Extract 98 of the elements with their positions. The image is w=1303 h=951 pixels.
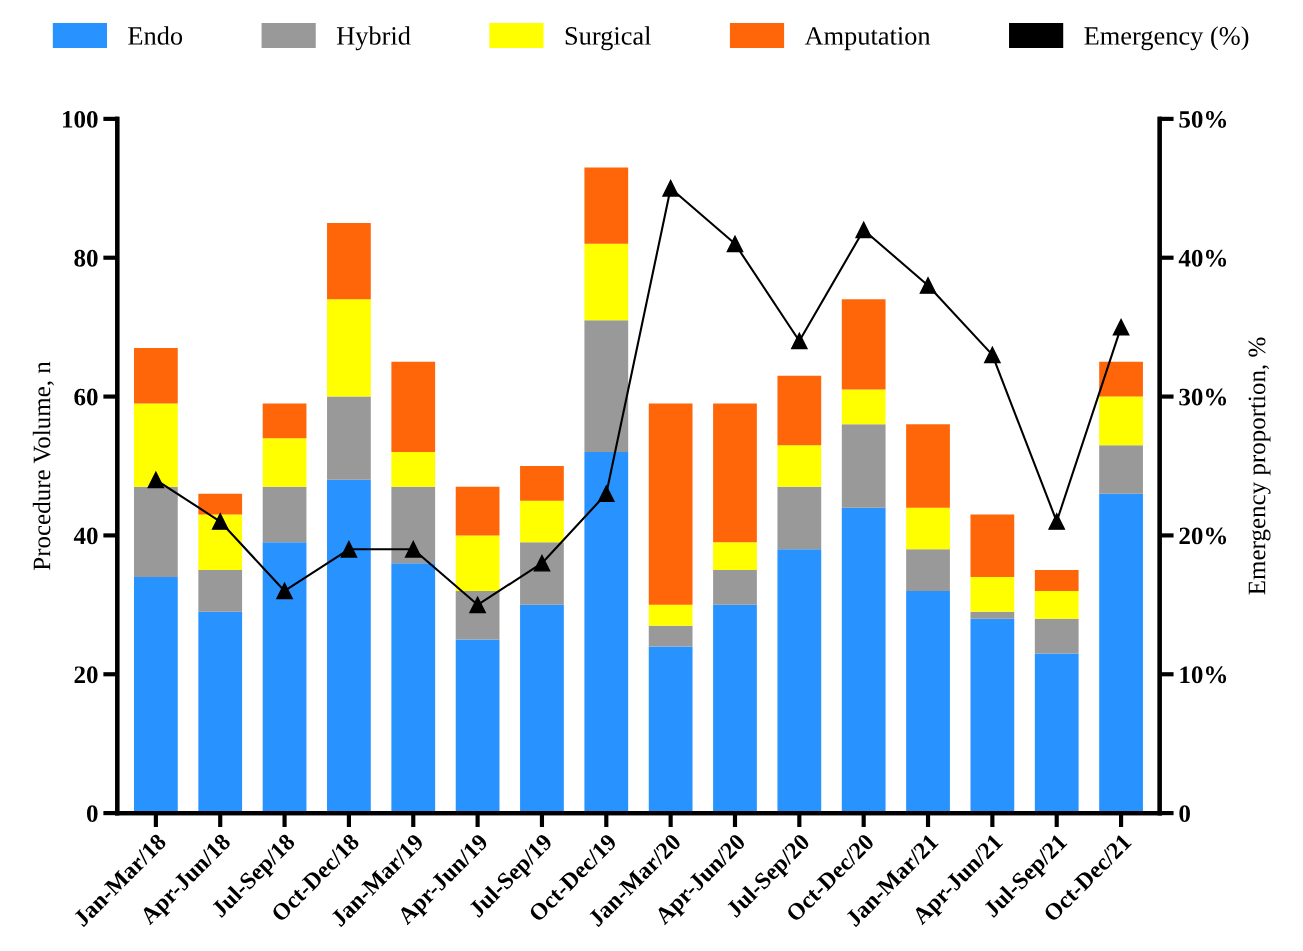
bar	[1034, 653, 1079, 814]
bar	[906, 590, 950, 814]
bar	[520, 465, 564, 501]
bar	[841, 389, 886, 425]
bar	[134, 403, 178, 487]
point	[919, 277, 937, 294]
y2-tick-label: 10%	[1180, 666, 1227, 684]
point	[404, 540, 422, 558]
point	[791, 332, 808, 350]
bar	[1034, 618, 1079, 654]
legend-label: Endo	[128, 26, 183, 45]
bar	[198, 570, 243, 612]
y-tick-label: 100	[63, 110, 98, 128]
point	[1112, 318, 1130, 336]
point	[533, 554, 551, 572]
bar	[1099, 361, 1143, 397]
bar	[841, 424, 886, 508]
legend-label: Surgical	[565, 26, 651, 51]
y2-tick-label: 50%	[1179, 110, 1227, 128]
point	[855, 221, 873, 239]
bar	[1099, 445, 1143, 494]
bar	[1099, 493, 1143, 814]
point	[276, 582, 293, 600]
bar	[584, 320, 629, 453]
point	[984, 346, 1001, 364]
bar	[134, 486, 178, 578]
bar	[520, 542, 564, 605]
bar	[777, 375, 822, 446]
point	[597, 485, 615, 503]
bar	[906, 549, 950, 591]
bar	[648, 625, 693, 647]
y2-tick-label: 40%	[1178, 249, 1227, 267]
bar	[970, 514, 1015, 578]
bar	[262, 438, 307, 487]
bar	[391, 563, 436, 814]
y-tick-label: 40	[73, 527, 98, 545]
bar	[262, 403, 307, 439]
point	[1048, 513, 1066, 530]
y-tick-label: 80	[74, 249, 98, 267]
bar	[455, 486, 500, 536]
y-axis-title: Procedure Volume, n	[32, 361, 54, 571]
bar	[327, 299, 371, 397]
y-tick-label: 20	[74, 666, 98, 684]
bar	[584, 452, 629, 814]
bar	[1034, 590, 1079, 619]
bar	[841, 507, 886, 814]
bar	[134, 577, 178, 814]
bar	[584, 167, 629, 244]
bar	[584, 243, 629, 321]
bar	[455, 535, 500, 591]
point	[211, 513, 229, 530]
bar	[1099, 396, 1143, 446]
legend-label: Emergency (%)	[1084, 26, 1249, 51]
bar	[841, 299, 886, 390]
point	[340, 540, 358, 558]
bar	[648, 646, 693, 814]
y2-axis-title: Emergency proportion, %	[1248, 337, 1271, 595]
bar	[970, 577, 1015, 612]
point	[662, 179, 679, 197]
bar	[198, 514, 243, 571]
bar	[777, 549, 822, 814]
bar	[455, 639, 500, 814]
point	[469, 596, 486, 614]
bar	[262, 486, 307, 543]
bar	[198, 611, 243, 814]
point	[726, 235, 744, 253]
bar	[648, 604, 693, 626]
y2-tick-label: 20%	[1179, 527, 1227, 545]
bar	[327, 396, 371, 480]
bar	[520, 604, 564, 814]
point	[147, 471, 165, 489]
bar	[777, 445, 822, 487]
bar	[198, 493, 243, 515]
y-tick-label: 60	[74, 388, 98, 406]
bar	[327, 223, 371, 300]
bar	[262, 542, 307, 814]
bar	[970, 611, 1015, 619]
bar	[713, 542, 757, 571]
bar	[520, 500, 564, 543]
bar	[713, 570, 757, 605]
bar	[906, 424, 950, 508]
bar	[713, 604, 757, 814]
y2-tick-label: 0	[1179, 805, 1190, 823]
y-tick-label: 0	[86, 805, 98, 823]
bar	[391, 361, 436, 453]
bar	[327, 479, 371, 814]
bar	[134, 347, 178, 404]
bar	[713, 403, 757, 543]
y2-tick-label: 30%	[1179, 388, 1227, 406]
legend-label: Amputation	[804, 27, 931, 51]
bar	[777, 486, 822, 550]
bar	[906, 507, 950, 550]
legend-label: Hybrid	[336, 26, 411, 51]
bar	[1034, 570, 1079, 591]
bar	[648, 403, 693, 605]
bar	[391, 452, 436, 487]
bar	[970, 618, 1015, 814]
bar	[391, 486, 436, 564]
